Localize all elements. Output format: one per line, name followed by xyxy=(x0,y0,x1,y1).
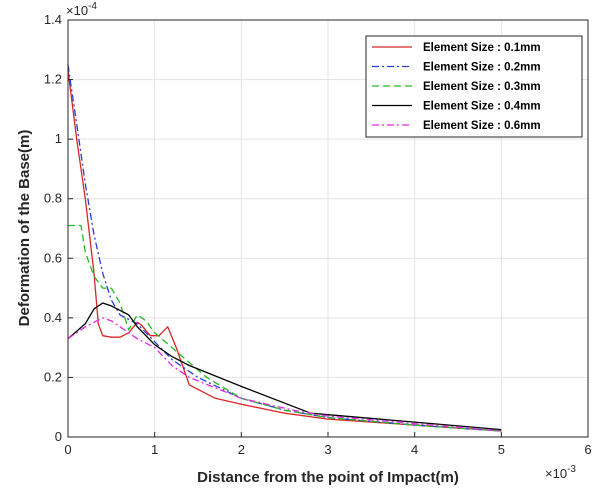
series-line-5 xyxy=(67,317,502,432)
y-exponent-label: ×10-4 xyxy=(66,1,97,18)
x-tick-label: 1 xyxy=(151,442,158,457)
x-tick-label: 0 xyxy=(64,442,71,457)
x-tick-label: 4 xyxy=(411,442,418,457)
y-tick-label: 0 xyxy=(55,429,62,444)
legend-box xyxy=(365,35,583,138)
series-line-3 xyxy=(68,224,502,432)
legend-label: Element Size : 0.6mm xyxy=(423,120,541,132)
y-tick-label: 0.6 xyxy=(44,250,62,265)
y-tick-label: 1.4 xyxy=(44,12,62,27)
x-tick-label: 6 xyxy=(584,442,591,457)
x-tick-label: 5 xyxy=(498,442,505,457)
x-exponent-label: ×10-3 xyxy=(545,464,576,481)
y-tick-label: 1 xyxy=(55,131,62,146)
y-tick-label: 0.4 xyxy=(44,310,62,325)
x-axis-label: Distance from the point of Impact(m) xyxy=(197,469,459,486)
y-axis-label: Deformation of the Base(m) xyxy=(16,130,33,327)
data-series xyxy=(67,64,502,432)
x-exponent-power: -3 xyxy=(567,464,576,475)
y-tick-label: 1.2 xyxy=(44,72,62,87)
legend-label: Element Size : 0.2mm xyxy=(423,62,541,74)
legend: Element Size : 0.1mm Element Size : 0.2mm… xyxy=(365,35,583,138)
legend-label: Element Size : 0.1mm xyxy=(423,42,541,54)
legend-label: Element Size : 0.3mm xyxy=(423,81,541,93)
x-tick-label: 3 xyxy=(324,442,331,457)
series-line-2 xyxy=(67,64,502,432)
y-exponent-power: -4 xyxy=(88,1,97,12)
series-line-4 xyxy=(67,302,502,431)
legend-label: Element Size : 0.4mm xyxy=(423,101,541,113)
legend-entries: Element Size : 0.1mm Element Size : 0.2mm… xyxy=(372,42,541,132)
y-tick-label: 0.8 xyxy=(44,191,62,206)
series-line-1 xyxy=(67,70,502,432)
tick-labels: 0 1 2 3 4 5 6 0 0.2 0.4 0.6 0.8 1 1.2 1.4 xyxy=(44,12,592,457)
y-tick-label: 0.2 xyxy=(44,369,62,384)
x-tick-label: 2 xyxy=(238,442,245,457)
